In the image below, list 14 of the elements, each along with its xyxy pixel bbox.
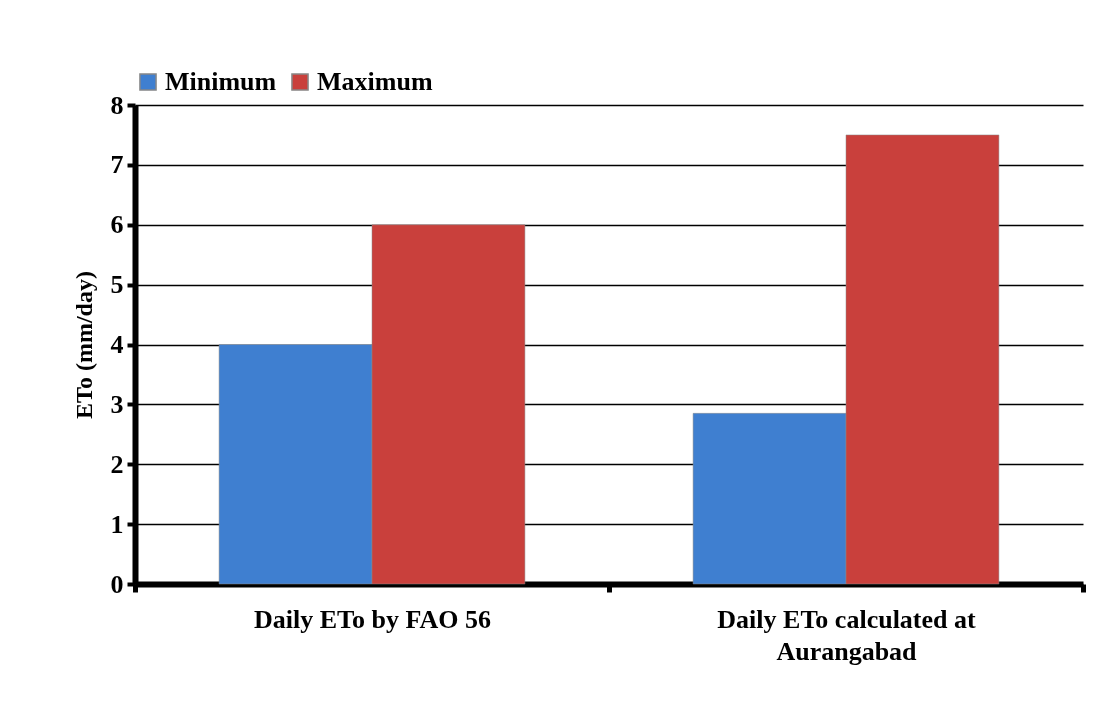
y-tick-label: 4 bbox=[110, 330, 124, 359]
x-tick-label: Daily ETo calculated at Aurangabad bbox=[717, 604, 976, 666]
legend-label: Maximum bbox=[317, 67, 433, 96]
y-tick-label: 6 bbox=[110, 210, 124, 240]
y-tick-label: 1 bbox=[110, 509, 124, 539]
y-axis-title: ETo (mm/day) bbox=[70, 271, 97, 419]
y-tick-label: 0 bbox=[110, 569, 124, 599]
x-tick-label: Daily ETo by FAO 56 bbox=[254, 604, 491, 634]
y-tick-label: 5 bbox=[110, 270, 124, 300]
y-tick-label: 8 bbox=[110, 90, 124, 120]
legend-label: Minimum bbox=[165, 67, 277, 96]
y-tick-label: 7 bbox=[110, 150, 124, 180]
y-tick-label: 3 bbox=[110, 389, 124, 419]
y-tick-label: 2 bbox=[110, 449, 124, 479]
